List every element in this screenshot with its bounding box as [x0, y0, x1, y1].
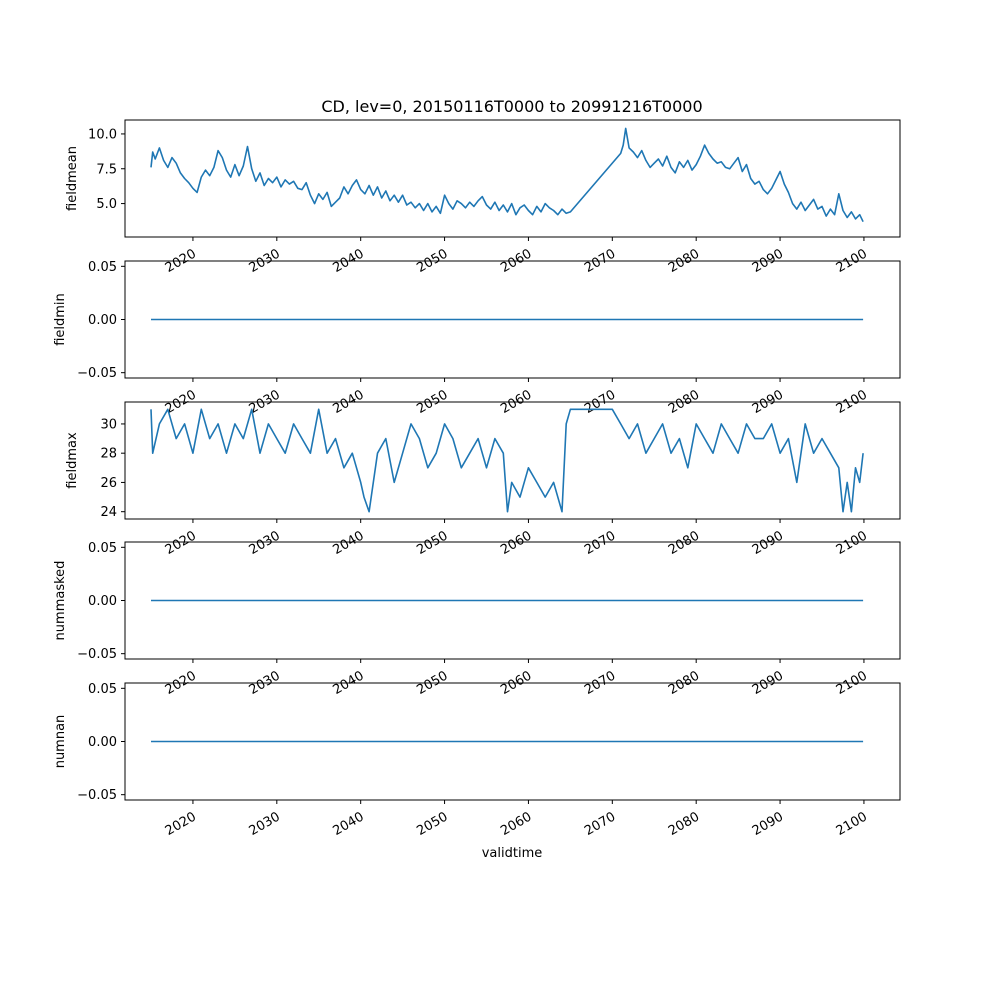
y-tick-label: −0.05: [77, 788, 117, 803]
chart-title: CD, lev=0, 20150116T0000 to 20991216T000…: [321, 97, 702, 116]
x-tick-label: 2030: [247, 528, 283, 558]
y-tick-label: −0.05: [77, 647, 117, 662]
y-tick-label: 26: [100, 476, 117, 491]
x-tick-label: 2100: [834, 528, 870, 558]
y-tick-label: 0.00: [88, 594, 117, 609]
panel-fieldmax: 24 26 28 30 2020 2030 2040 2050 2060 2070 2080 2090…: [65, 401, 901, 558]
y-tick-label: 0.00: [88, 735, 117, 750]
y-axis-label: numnan: [53, 715, 68, 769]
y-tick-label: 5.0: [96, 197, 117, 212]
y-tick-label: 30: [100, 417, 117, 432]
y-tick-label: −0.05: [77, 366, 117, 381]
x-tick-label: 2040: [331, 528, 367, 558]
x-tick-label: 2040: [331, 809, 367, 839]
y-axis-label: nummasked: [53, 561, 68, 641]
x-tick-label: 2080: [666, 809, 702, 839]
x-tick-label: 2100: [834, 809, 870, 839]
x-tick-label: 2050: [414, 809, 450, 839]
x-axis-label: validtime: [482, 846, 543, 861]
panel-numnan: −0.05 0.00 0.05 2020 2030 2040 2050 2060 2070 208…: [53, 682, 901, 839]
x-tick-label: 2070: [582, 528, 618, 558]
x-tick-label: 2090: [750, 528, 786, 558]
x-tick-label: 2020: [163, 809, 199, 839]
x-tick-label: 2030: [247, 809, 283, 839]
y-tick-label: 0.05: [88, 541, 117, 556]
x-tick-label: 2070: [582, 809, 618, 839]
axes-frame: [124, 119, 901, 238]
y-axis-label: fieldmin: [53, 293, 68, 346]
y-tick-label: 10.0: [88, 127, 117, 142]
y-tick-label: 0.05: [88, 682, 117, 697]
axes-frame: [124, 401, 901, 520]
y-tick-label: 24: [100, 505, 117, 520]
x-tick-label: 2060: [498, 809, 534, 839]
x-tick-label: 2080: [666, 528, 702, 558]
y-tick-label: 0.00: [88, 313, 117, 328]
panels: 5.0 7.5 10.0 2020 2030 2040 2050 2060 2070 2080 20…: [53, 119, 901, 839]
y-tick-label: 28: [100, 447, 117, 462]
series-line-fieldmean: [150, 127, 864, 223]
x-tick-label: 2020: [163, 528, 199, 558]
y-axis-label: fieldmax: [65, 432, 80, 489]
series-line-fieldmax: [150, 408, 864, 513]
y-axis-label: fieldmean: [65, 146, 80, 211]
x-tick-label: 2060: [498, 528, 534, 558]
y-tick-label: 7.5: [96, 162, 117, 177]
x-tick-label: 2050: [414, 528, 450, 558]
x-tick-label: 2090: [750, 809, 786, 839]
y-tick-label: 0.05: [88, 260, 117, 275]
